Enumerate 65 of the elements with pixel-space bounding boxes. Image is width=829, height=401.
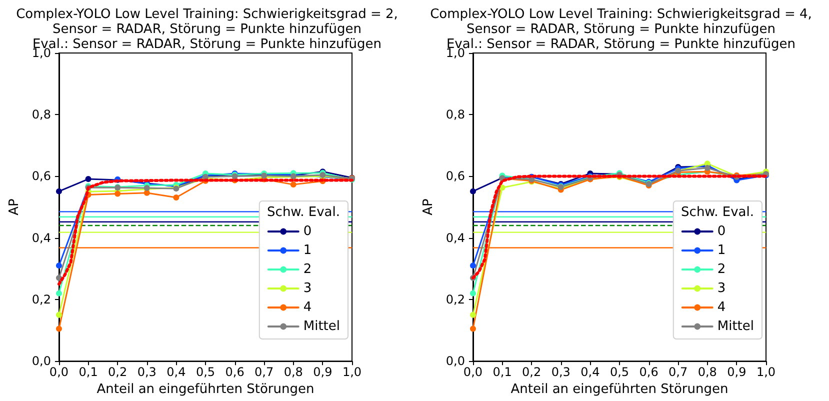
x-tick-label: 0,7 [668,365,688,380]
y-tick-label: 0,2 [32,292,51,306]
point [56,290,62,296]
point [470,262,476,269]
legend-label: 4 [303,300,312,315]
x-tick-label: 0,3 [137,365,156,380]
x-tick-label: 0,5 [196,365,216,380]
y-tick-label: 0,8 [446,108,465,122]
point [56,326,62,332]
x-tick-label: 0,9 [313,365,332,380]
y-tick-label: 0,2 [446,292,465,306]
x-tick-label: 0,5 [610,365,630,380]
y-tick-label: 0,4 [446,230,465,245]
x-tick-label: 0,2 [522,365,542,380]
legend-label: 3 [717,281,726,296]
legend-label: 2 [717,262,726,277]
x-tick-label: 0,6 [639,365,658,380]
legend-label: 2 [303,262,312,277]
point [144,190,150,196]
x-tick-label: 0,9 [727,365,746,380]
legend-label: 0 [303,224,312,239]
x-tick-label: 0,2 [108,365,128,380]
point [470,290,476,296]
x-tick-label: 0,4 [580,365,600,380]
point [56,312,62,318]
y-axis-title: AP [421,198,436,216]
x-tick-label: 0,6 [225,365,244,380]
legend-label: 1 [303,243,312,258]
x-tick-label: 1,0 [756,365,776,380]
legend-label: Mittel [717,319,754,334]
legend-label: 0 [717,224,726,239]
x-tick-label: 0,8 [698,365,717,380]
x-axis-title: Anteil an eingeführten Störungen [510,382,728,397]
legend-label: 3 [303,281,312,296]
point [290,182,296,188]
y-tick-label: 0,0 [446,354,465,368]
point [56,188,62,194]
y-tick-label: 0,0 [32,354,51,368]
x-tick-label: 0,0 [463,365,483,380]
x-tick-label: 0,7 [254,365,274,380]
x-tick-label: 0,1 [78,365,98,380]
point [85,176,92,182]
point [470,312,476,318]
x-tick-label: 0,4 [166,365,186,380]
x-tick-label: 0,3 [551,365,570,380]
point [114,190,121,197]
point [56,262,62,269]
y-tick-label: 0,6 [32,169,51,184]
x-tick-label: 0,1 [492,365,512,380]
y-tick-label: 0,6 [446,169,465,184]
legend-label: Mittel [303,319,340,334]
x-tick-label: 0,0 [49,365,69,380]
legend-label: 1 [717,243,726,258]
y-axis-title: AP [7,198,22,216]
point [470,188,476,194]
x-tick-label: 0,8 [284,365,303,380]
legend-label: 4 [717,300,726,315]
x-tick-label: 1,0 [342,365,362,380]
y-tick-label: 0,8 [32,108,51,122]
point [173,194,180,200]
y-tick-label: 0,4 [32,230,51,245]
point [470,326,476,332]
legend-title: Schw. Eval. [267,205,340,220]
legend-title: Schw. Eval. [681,205,754,220]
x-axis-title: Anteil an eingeführten Störungen [96,382,314,397]
